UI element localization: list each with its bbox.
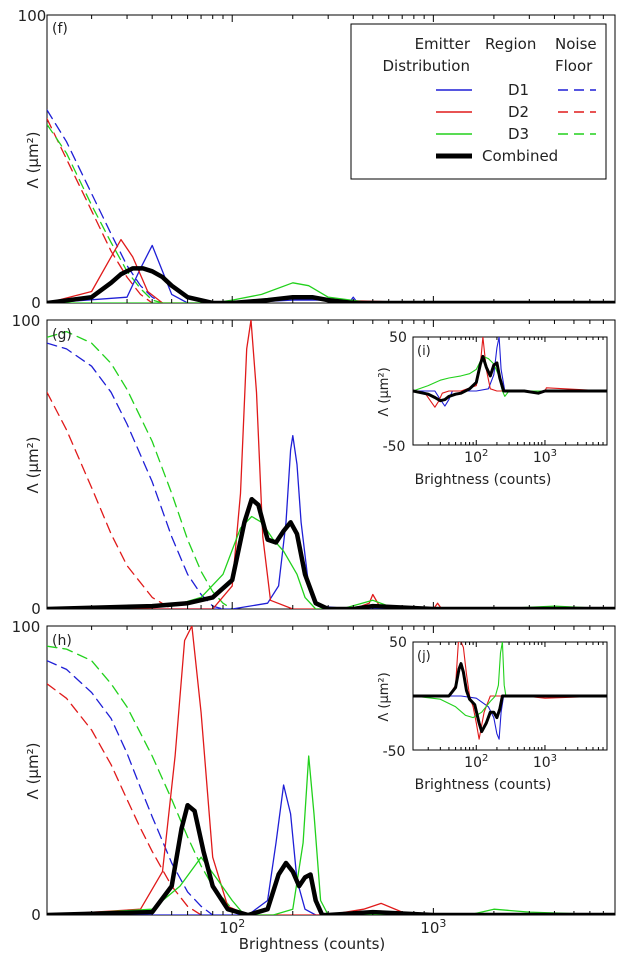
panel-f-frame: [46, 14, 616, 304]
panel-g-ylabel: Λ (μm²): [24, 437, 42, 494]
inset-i: 102 103 50 -50 (i) Λ (μm²) Brightness (co…: [377, 330, 608, 488]
panel-f-series-d2: [47, 238, 615, 303]
panel-h-ytick-bottom: 0: [31, 906, 41, 924]
panel-g-series: [47, 320, 615, 609]
panel-f-series-d2-noise-floor: [47, 118, 153, 303]
panel-h-series-d1: [47, 784, 615, 915]
panel-h-series-d1-noise-floor: [47, 660, 214, 915]
panel-g-series-d1: [47, 434, 615, 609]
panel-f-ytick-bottom: 0: [31, 294, 41, 312]
panel-j-xtick-label: 103: [533, 753, 557, 771]
panel-f-series-d3-noise-floor: [47, 123, 164, 303]
panel-g-label: (g): [52, 327, 72, 343]
panel-f-ylabel: Λ (μm²): [24, 132, 42, 189]
panel-h-ylabel: Λ (μm²): [24, 743, 42, 800]
legend-box: [350, 23, 607, 180]
legend-subheader-distribution: Distribution: [382, 57, 470, 75]
panel-g-series-combined: [47, 496, 615, 609]
panel-f: 100 0 (f) Λ (μm²): [18, 7, 616, 312]
panel-f-ytick-top: 100: [18, 7, 47, 25]
panel-i-series-combined: [413, 354, 607, 403]
panel-g-xticks: [91, 320, 616, 609]
panel-j-series-d3: [413, 642, 607, 719]
panel-i-xtick-label: 103: [533, 448, 557, 466]
legend-header-noise: Noise: [555, 35, 597, 53]
panel-g-series-d3: [47, 515, 615, 609]
panel-h-xtick-label: 103: [420, 917, 446, 937]
inset-i-ytick-bottom: -50: [383, 439, 406, 455]
legend-header-emitter: Emitter: [415, 35, 471, 53]
panel-g-series-d3-noise-floor: [47, 330, 233, 609]
panel-h-series-combined: [47, 802, 615, 915]
panel-h-xticks: 102 103: [91, 626, 616, 937]
panel-h-series-d2: [47, 626, 615, 915]
inset-i-xlabel: Brightness (counts): [415, 472, 552, 488]
panel-f-series-d1-noise-floor: [47, 109, 164, 303]
inset-i-label: (i): [417, 344, 431, 359]
inset-i-series: [413, 337, 607, 408]
panel-h-ytick-top: 100: [12, 618, 41, 636]
inset-j-ytick-top: 50: [389, 635, 407, 651]
panel-h: 102 103 100 0 (h) Λ (μm²) Brightness (cou…: [12, 618, 616, 953]
inset-j: 102 103 50 -50 (j) Λ (μm²) Brightness (co…: [377, 635, 608, 793]
panel-j-xtick-label: 102: [464, 753, 488, 771]
panel-h-series-d3: [47, 755, 615, 915]
panel-f-label: (f): [52, 21, 68, 37]
panel-g-ytick-top: 100: [12, 312, 41, 330]
legend-label: Combined: [482, 147, 558, 165]
legend-label: D1: [508, 81, 529, 99]
panel-h-xtick-label: 102: [219, 917, 245, 937]
inset-j-ytick-bottom: -50: [383, 744, 406, 760]
panel-g: 100 0 (g) Λ (μm²): [12, 312, 616, 618]
inset-j-xticks: 102 103: [413, 642, 608, 771]
panel-h-series: [47, 626, 615, 915]
inset-i-ytick-top: 50: [389, 330, 407, 346]
inset-i-ylabel: Λ (μm²): [377, 367, 392, 416]
panel-g-series-d2-noise-floor: [47, 391, 173, 609]
panel-i-xtick-label: 102: [464, 448, 488, 466]
panel-f-xticks: [91, 15, 616, 303]
legend-label: D2: [508, 103, 529, 121]
inset-j-label: (j): [417, 649, 431, 664]
panel-j-series-combined: [413, 662, 607, 734]
legend-subheader-floor: Floor: [555, 57, 593, 75]
panel-h-label: (h): [52, 633, 72, 649]
panel-f-series-d3: [47, 282, 615, 303]
inset-j-series: [413, 642, 607, 740]
legend: Emitter Region Noise Distribution Floor …: [350, 23, 607, 180]
panel-h-xlabel: Brightness (counts): [239, 935, 386, 953]
legend-rows: D1 D2 D3 Combined: [436, 81, 596, 165]
inset-j-ylabel: Λ (μm²): [377, 672, 392, 721]
panel-g-ytick-bottom: 0: [31, 600, 41, 618]
legend-label: D3: [508, 125, 529, 143]
legend-header-region: Region: [485, 35, 536, 53]
panel-g-series-d1-noise-floor: [47, 342, 224, 609]
inset-i-xticks: 102 103: [413, 337, 608, 466]
inset-j-xlabel: Brightness (counts): [415, 777, 552, 793]
